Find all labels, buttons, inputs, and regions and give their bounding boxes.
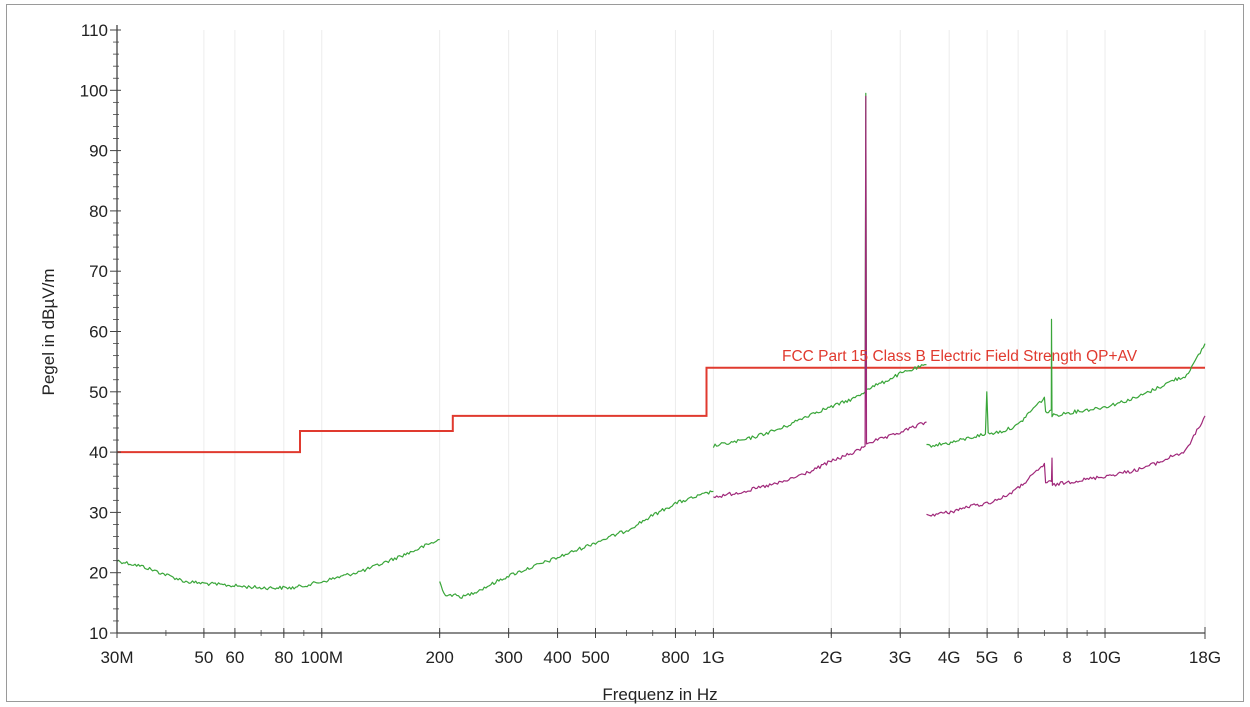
x-tick-label: 1G xyxy=(702,648,725,667)
x-tick-label: 30M xyxy=(100,648,133,667)
y-tick-label: 10 xyxy=(89,624,108,643)
y-tick-label: 100 xyxy=(80,81,108,100)
x-tick-label: 2G xyxy=(820,648,843,667)
series-line-peak xyxy=(712,92,927,448)
x-tick-label: 5G xyxy=(976,648,999,667)
y-tick-label: 30 xyxy=(89,503,108,522)
x-tick-label: 100M xyxy=(301,648,344,667)
series-line-peak xyxy=(116,538,440,591)
axis-layer: 10 20 30 40 50 60 70 80 90 100 110 30M 50 60 80 100M 200… xyxy=(80,21,1221,667)
x-tick-label: 500 xyxy=(581,648,609,667)
y-tick-label: 110 xyxy=(81,21,108,40)
chart-frame xyxy=(6,4,1244,702)
series-line-average xyxy=(926,415,1206,517)
y-tick-label: 50 xyxy=(89,383,108,402)
limit-line-label: FCC Part 15 Class B Electric Field Stren… xyxy=(782,348,1138,365)
x-tick-label: 800 xyxy=(661,648,689,667)
limit-line xyxy=(117,366,1205,454)
x-tick-label: 400 xyxy=(543,648,571,667)
x-tick-label: 4G xyxy=(938,648,961,667)
limit-layer xyxy=(117,366,1205,454)
x-tick-label: 80 xyxy=(274,648,293,667)
x-tick-label: 300 xyxy=(494,648,522,667)
x-tick-label: 10G xyxy=(1089,648,1121,667)
x-tick-label: 3G xyxy=(889,648,912,667)
x-tick-label: 60 xyxy=(225,648,244,667)
series-line-peak xyxy=(439,490,714,599)
x-axis-title: Frequenz in Hz xyxy=(602,685,717,704)
y-tick-label: 70 xyxy=(89,262,108,281)
x-tick-label: 50 xyxy=(194,648,213,667)
series-line-average xyxy=(713,95,927,499)
x-tick-label: 200 xyxy=(425,648,453,667)
y-axis-title: Pegel in dBµV/m xyxy=(39,269,58,396)
series-layer xyxy=(116,92,1206,599)
x-tick-label: 6 xyxy=(1013,648,1022,667)
y-tick-label: 80 xyxy=(89,202,108,221)
y-tick-label: 20 xyxy=(89,564,108,583)
y-tick-label: 40 xyxy=(89,443,108,462)
series-line-peak xyxy=(926,318,1206,448)
y-tick-label: 60 xyxy=(89,323,108,342)
grid-layer xyxy=(116,30,1206,633)
y-tick-label: 90 xyxy=(89,142,108,161)
x-tick-label: 18G xyxy=(1189,648,1221,667)
x-tick-label: 8 xyxy=(1062,648,1071,667)
